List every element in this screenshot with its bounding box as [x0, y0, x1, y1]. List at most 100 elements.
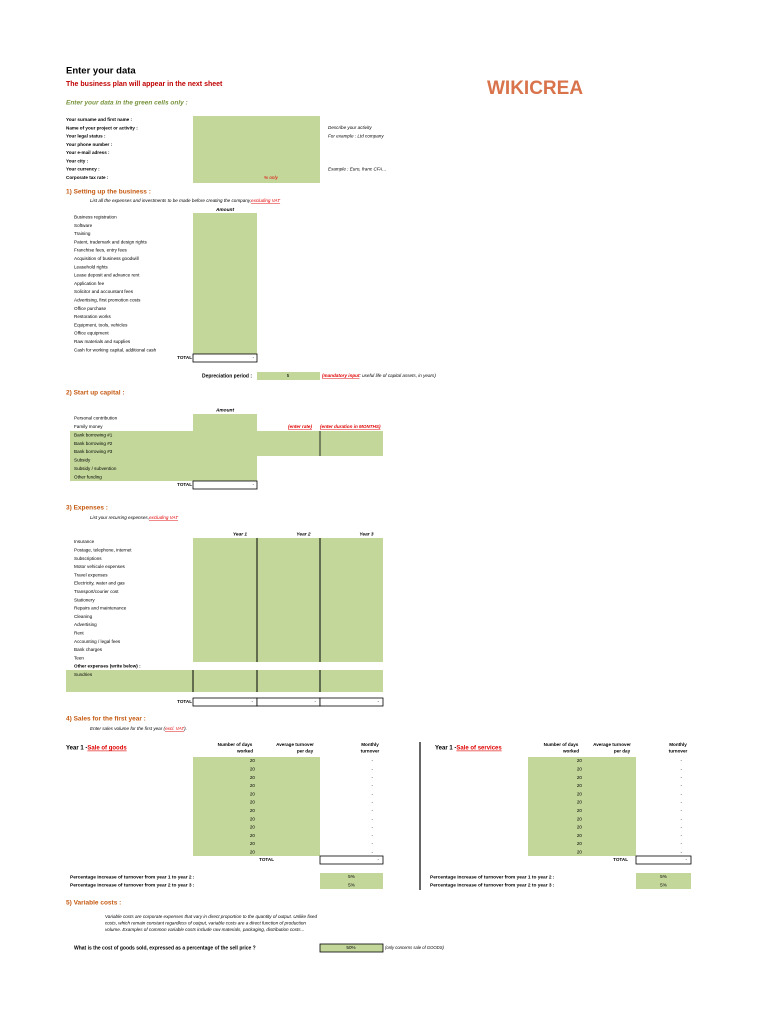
field-label: Your currency :	[66, 167, 100, 172]
item-label: Other funding	[74, 474, 102, 479]
days-value: 20	[250, 808, 256, 813]
item-label: Bank borrowing #2	[74, 441, 113, 446]
total-value: -	[252, 482, 254, 487]
cell	[319, 943, 384, 953]
days-value: 20	[577, 841, 583, 846]
days-value: 20	[250, 800, 256, 805]
instruction: Enter your data in the green cells only …	[66, 100, 188, 107]
section-heading: 2) Start up capital :	[66, 390, 125, 397]
cell	[257, 538, 320, 662]
column-header: per day	[297, 749, 314, 754]
field-label: Percentage increase of turnover from yea…	[430, 874, 555, 880]
cell	[320, 873, 383, 889]
cell	[257, 431, 320, 456]
monthly-value: -	[680, 833, 682, 838]
total-value: -	[377, 857, 379, 862]
total-value: -	[685, 857, 687, 862]
field-label: Percentage increase of turnover from yea…	[70, 883, 195, 889]
field-label: Percentage increase of turnover from yea…	[70, 874, 195, 880]
total-value: -	[377, 699, 379, 704]
item-label: Bank borrowing #3	[74, 449, 113, 454]
item-label: Acquisition of business goodwill	[74, 256, 139, 261]
days-value: 20	[250, 775, 256, 780]
monthly-value: -	[371, 816, 373, 821]
cell	[635, 855, 692, 865]
days-value: 20	[577, 783, 583, 788]
item-label: Advertising, first promotion costs	[74, 298, 141, 303]
note-link: excluding VAT	[251, 198, 281, 203]
monthly-value: -	[680, 808, 682, 813]
item-label: Lease deposit and advance rent	[74, 273, 140, 278]
field-label: Your e-mail adress :	[66, 150, 110, 155]
item-label: Transport/courier cost	[74, 589, 119, 594]
input-value: 5%	[660, 874, 667, 879]
description: volume. Examples of common variable cost…	[105, 927, 304, 932]
cell	[320, 538, 383, 662]
days-value: 20	[577, 825, 583, 830]
cell	[528, 757, 636, 856]
cell	[193, 757, 320, 856]
field-label: Your phone number :	[66, 142, 113, 147]
days-value: 20	[577, 816, 583, 821]
days-value: 20	[250, 767, 256, 772]
monthly-value: -	[680, 783, 682, 788]
column-header: Average turnover	[593, 742, 631, 747]
subtitle: The business plan will appear in the nex…	[66, 81, 223, 88]
column-header: per day	[614, 749, 631, 754]
field-label: What is the cost of goods sold, expresse…	[74, 945, 256, 951]
cell	[193, 414, 257, 481]
total-label: TOTAL	[177, 699, 192, 704]
panel-title: Year 1 -	[66, 746, 87, 752]
item-label: Business registration	[74, 215, 117, 220]
monthly-value: -	[371, 850, 373, 855]
note: (enter rate)	[288, 424, 312, 429]
field-label: Name of your project or activity :	[66, 125, 138, 130]
title: Enter your data	[66, 66, 136, 77]
section-heading: 5) Variable costs :	[66, 900, 121, 907]
monthly-value: -	[371, 758, 373, 763]
item-label: Insurance	[74, 539, 95, 544]
item-label: Personal contribution	[74, 416, 118, 421]
cell	[256, 697, 321, 707]
section-heading: 3) Expenses :	[66, 505, 108, 512]
column-header: Year 3	[359, 531, 374, 537]
item-label: Subsidy	[74, 458, 91, 463]
cell	[320, 431, 383, 456]
monthly-value: -	[680, 800, 682, 805]
item-label: Office purchase	[74, 306, 107, 311]
item-label: Stationery	[74, 597, 95, 602]
note: List your recurring expenses,	[90, 515, 149, 520]
cell	[319, 855, 384, 865]
total-label: TOTAL	[259, 857, 274, 862]
item-label: Patent, trademark and design rights	[74, 239, 147, 244]
column-header: Amount	[215, 407, 235, 413]
cell	[193, 116, 320, 183]
note: For example : Ltd company	[328, 134, 384, 139]
days-value: 20	[577, 833, 583, 838]
item-label: Family money	[74, 424, 103, 429]
item-label: Bank borrowing #1	[74, 432, 113, 437]
field-label: Depreciation period :	[202, 373, 252, 379]
note: ).	[183, 726, 187, 731]
column-header: Year 1	[233, 531, 248, 537]
days-value: 20	[250, 783, 256, 788]
days-value: 20	[577, 775, 583, 780]
note: Enter sales volume for the first year (	[90, 726, 166, 731]
section-heading: 4) Sales for the first year :	[66, 716, 146, 723]
column-header: Number of days	[218, 742, 253, 747]
item-label: Franchise fees, entry fees	[74, 248, 128, 253]
days-value: 20	[577, 808, 583, 813]
item-label: Restoration works	[74, 314, 111, 319]
item-label: Travel expenses	[74, 572, 108, 577]
monthly-value: -	[680, 850, 682, 855]
cell	[192, 697, 258, 707]
item-label: Leasehold rights	[74, 264, 108, 269]
monthly-value: -	[680, 767, 682, 772]
monthly-value: -	[371, 808, 373, 813]
days-value: 20	[250, 825, 256, 830]
monthly-value: -	[680, 775, 682, 780]
monthly-value: -	[371, 775, 373, 780]
cell	[319, 697, 384, 707]
item-label: Subsidy / subvention	[74, 466, 117, 471]
